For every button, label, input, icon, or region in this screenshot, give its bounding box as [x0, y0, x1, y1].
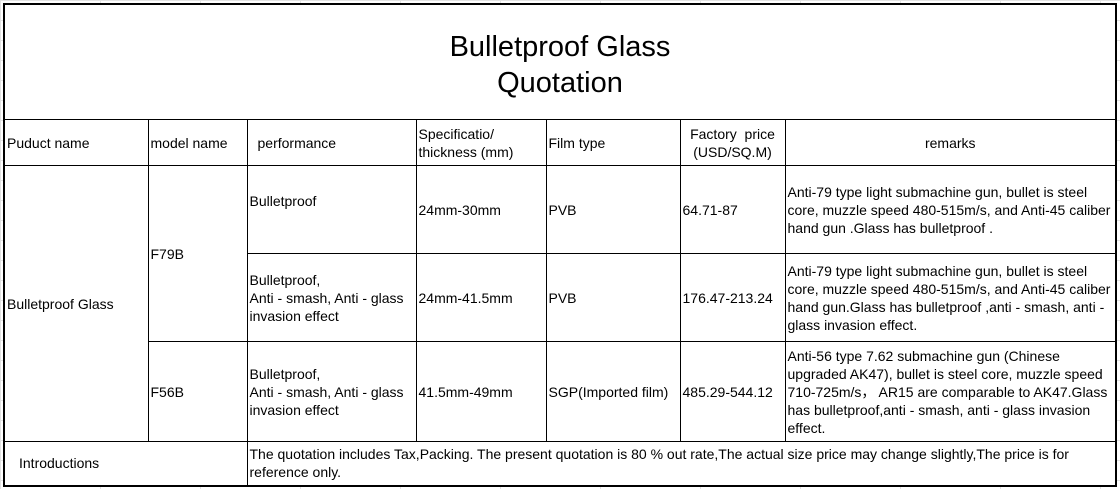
header-price: Factory price (USD/SQ.M) [679, 119, 786, 166]
header-film: Film type [545, 119, 681, 166]
header-row: Puduct name model name performance Speci… [3, 119, 1117, 166]
spec-cell: 24mm-41.5mm [415, 253, 547, 342]
performance-cell: Bulletproof, Anti - smash, Anti - glass … [246, 341, 417, 442]
spec-cell: 41.5mm-49mm [415, 341, 547, 442]
performance-cell: Bulletproof, Anti - smash, Anti - glass … [246, 253, 417, 342]
header-spec-line1: Specificatio/ [418, 125, 494, 142]
header-spec-line2: thickness (mm) [418, 143, 514, 160]
table-row: F56B Bulletproof, Anti - smash, Anti - g… [4, 341, 1117, 442]
title-line-1: Bulletproof Glass [449, 31, 671, 63]
header-performance-label: performance [257, 134, 337, 151]
film-cell: SGP(Imported film) [545, 341, 681, 442]
table-row: Bulletproof Glass F79B Bulletproof 24mm-… [3, 165, 1117, 442]
table-row: Bulletproof, Anti - smash, Anti - glass … [4, 253, 1117, 342]
model-cell: F56B [147, 341, 248, 442]
page-title: Bulletproof Glass Quotation [3, 3, 1117, 120]
introductions-label: Introductions [3, 441, 248, 486]
price-cell: 64.71-87 [679, 165, 786, 254]
header-spec: Specificatio/thickness (mm) [415, 119, 547, 166]
header-price-line2: (USD/SQ.M) [693, 143, 772, 160]
introductions-row: Introductions The quotation includes Tax… [3, 441, 1117, 486]
quotation-table: Bulletproof Glass Quotation Puduct name … [3, 3, 1117, 487]
price-cell: 176.47-213.24 [679, 253, 786, 342]
header-remarks: remarks [784, 119, 1117, 166]
film-cell: PVB [545, 253, 681, 342]
title-line-2: Quotation [497, 67, 623, 99]
model-cell: F79B [147, 165, 248, 342]
header-product: Puduct name [3, 119, 149, 166]
product-name-cell: Bulletproof Glass [3, 165, 149, 442]
spec-cell: 24mm-30mm [415, 165, 547, 254]
remarks-cell: Anti-79 type light submachine gun, bulle… [784, 253, 1117, 342]
price-cell: 485.29-544.12 [679, 341, 786, 442]
film-cell: PVB [545, 165, 681, 254]
header-model: model name [147, 119, 248, 166]
remarks-cell: Anti-79 type light submachine gun, bulle… [784, 165, 1117, 254]
remarks-cell: Anti-56 type 7.62 submachine gun (Chines… [784, 341, 1117, 442]
performance-cell: Bulletproof [246, 165, 417, 254]
introductions-text: The quotation includes Tax,Packing. The … [246, 441, 1117, 486]
header-performance: performance [246, 119, 417, 166]
header-price-line1: Factory price [690, 125, 775, 142]
